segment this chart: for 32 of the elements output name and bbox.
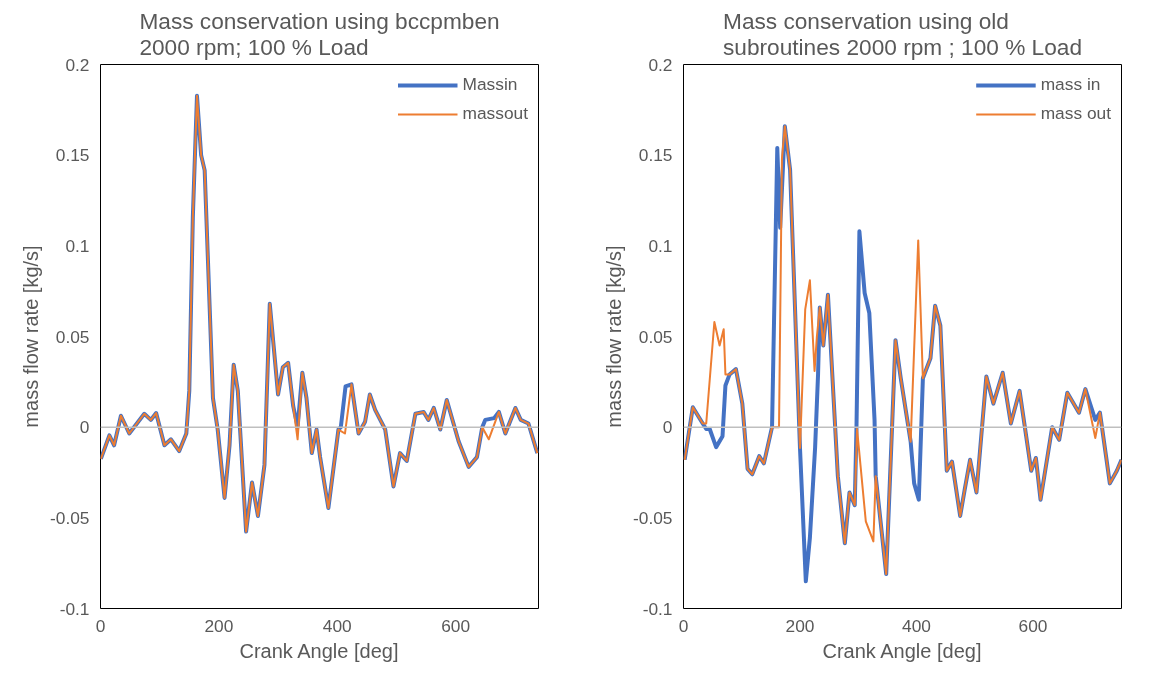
y-tick-label: 0.15 — [638, 145, 673, 166]
y-tick-label: 0.15 — [55, 145, 90, 166]
y-tick-label: -0.05 — [633, 507, 673, 528]
legend-label: mass out — [1040, 103, 1111, 124]
y-tick-label: 0.05 — [638, 326, 673, 347]
x-axis-title: Crank Angle [deg] — [822, 639, 982, 662]
x-axis-title: Crank Angle [deg] — [239, 639, 399, 662]
legend-label: Massin — [462, 74, 518, 95]
x-tick-label: 0 — [95, 615, 106, 636]
chart-title: Mass conservation using old subroutines 2000 rpm ; 100 % Load — [723, 7, 1082, 60]
y-tick-label: -0.05 — [50, 507, 90, 528]
y-tick-label: 0.1 — [65, 235, 90, 256]
y-tick-label: 0 — [662, 417, 673, 438]
x-tick-label: 400 — [322, 615, 352, 636]
x-tick-label: 0 — [678, 615, 689, 636]
x-tick-label: 200 — [204, 615, 234, 636]
y-tick-label: 0.2 — [65, 54, 90, 75]
x-tick-label: 600 — [1018, 615, 1048, 636]
y-tick-label: -0.1 — [642, 598, 673, 619]
y-tick-label: 0 — [79, 417, 90, 438]
y-tick-label: 0.2 — [648, 54, 673, 75]
legend-label: mass in — [1040, 74, 1101, 95]
y-tick-label: 0.1 — [648, 235, 673, 256]
y-tick-label: -0.1 — [59, 598, 90, 619]
chart-title: Mass conservation using bccpmben 2000 rpm; 100 % Load — [139, 7, 500, 60]
x-tick-label: 200 — [785, 615, 815, 636]
y-axis-title: mass flow rate [kg/s] — [603, 245, 625, 428]
legend-label: massout — [462, 103, 528, 124]
y-axis-title: mass flow rate [kg/s] — [20, 245, 42, 428]
y-tick-label: 0.05 — [55, 326, 90, 347]
x-tick-label: 400 — [902, 615, 931, 636]
x-tick-label: 600 — [441, 615, 471, 636]
